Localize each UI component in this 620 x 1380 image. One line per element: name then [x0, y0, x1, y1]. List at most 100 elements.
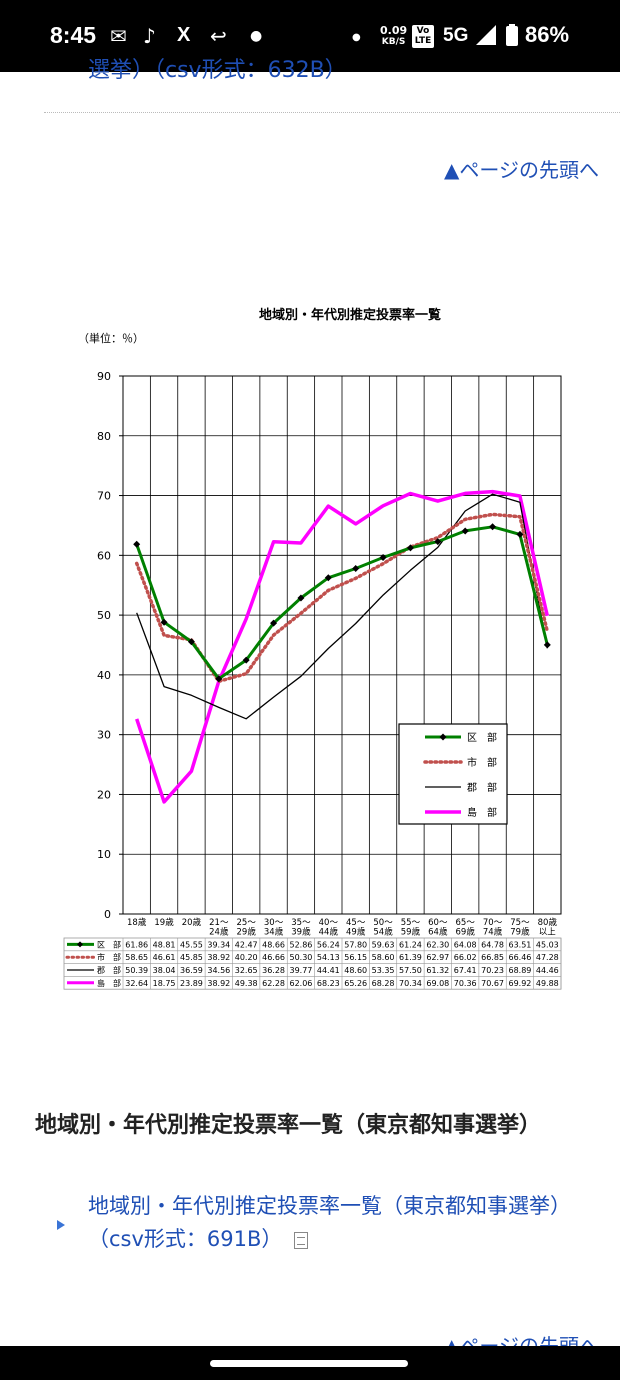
- x-tick-label: 54歳: [373, 927, 393, 938]
- data-table-series-name: 島 部: [97, 978, 121, 988]
- data-table-cell: 50.30: [289, 953, 312, 962]
- data-table-series-name: 郡 部: [97, 965, 121, 975]
- csv-download-link-label: 地域別・年代別推定投票率一覧（東京都知事選挙）（csv形式：691B）: [88, 1194, 571, 1251]
- data-table-cell: 70.36: [454, 979, 477, 988]
- data-table-cell: 44.41: [317, 966, 340, 975]
- battery-icon: [506, 24, 518, 46]
- data-table-cell: 48.60: [344, 966, 367, 975]
- x-tick-label: 24歳: [209, 927, 229, 938]
- divider: [44, 112, 620, 113]
- data-table-cell: 61.32: [426, 966, 449, 975]
- x-tick-label: 21～: [209, 918, 229, 928]
- section-heading: 地域別・年代別推定投票率一覧（東京都知事選挙）: [35, 1113, 542, 1138]
- data-point-marker: [324, 574, 332, 582]
- data-table-cell: 45.55: [180, 940, 203, 949]
- data-table-cell: 63.51: [508, 940, 531, 949]
- data-table-cell: 62.06: [289, 979, 312, 988]
- data-point-marker: [242, 656, 250, 664]
- data-table-cell: 58.60: [372, 953, 395, 962]
- data-table-cell: 58.65: [125, 953, 148, 962]
- x-icon: X: [177, 24, 191, 46]
- x-tick-label: 30～: [264, 918, 284, 928]
- data-table-cell: 39.77: [289, 966, 312, 975]
- data-point-marker: [379, 554, 387, 562]
- data-table-cell: 62.28: [262, 979, 285, 988]
- chart-unit-label: （単位：％）: [78, 332, 144, 345]
- x-tick-label: 45～: [346, 918, 366, 928]
- data-table-cell: 39.34: [207, 940, 230, 949]
- data-table-cell: 70.67: [481, 979, 504, 988]
- data-table-cell: 49.88: [536, 979, 559, 988]
- data-table-cell: 32.65: [235, 966, 258, 975]
- data-rate-icon: 0.09 KB/S: [380, 24, 408, 47]
- data-table-cell: 49.38: [235, 979, 258, 988]
- x-tick-label: 60～: [428, 918, 448, 928]
- data-table-cell: 68.23: [317, 979, 340, 988]
- legend-label: 島 部: [467, 806, 497, 819]
- y-tick-label: 20: [97, 788, 111, 801]
- data-table-cell: 46.66: [262, 953, 285, 962]
- data-table-cell: 36.59: [180, 966, 203, 975]
- data-table-cell: 46.61: [153, 953, 176, 962]
- data-table-cell: 57.50: [399, 966, 422, 975]
- data-point-marker: [133, 540, 141, 548]
- y-tick-label: 60: [97, 549, 111, 562]
- x-tick-label: 44歳: [319, 927, 339, 938]
- data-table-cell: 70.23: [481, 966, 504, 975]
- data-table-cell: 61.86: [125, 940, 148, 949]
- data-point-marker: [270, 619, 278, 627]
- data-table-cell: 69.08: [426, 979, 449, 988]
- legend-marker: [439, 733, 447, 741]
- data-table-cell: 48.66: [262, 940, 285, 949]
- legend-box: [398, 723, 508, 825]
- data-point-marker: [187, 638, 195, 646]
- data-point-marker: [543, 641, 551, 649]
- data-table-cell: 61.39: [399, 953, 422, 962]
- data-table-cell: 68.28: [372, 979, 395, 988]
- data-table-cell: 66.46: [508, 953, 531, 962]
- page-top-link[interactable]: ▲ページの先頭へ: [444, 158, 599, 182]
- data-table-cell: 45.85: [180, 953, 203, 962]
- gmail-icon: ✉: [110, 24, 127, 48]
- data-table-cell: 47.28: [536, 953, 559, 962]
- data-point-marker: [516, 530, 524, 538]
- y-tick-label: 70: [97, 490, 111, 503]
- data-table-cell: 56.24: [317, 940, 340, 949]
- data-table-cell: 36.28: [262, 966, 285, 975]
- x-tick-label: 80歳: [538, 917, 558, 928]
- x-tick-label: 35～: [291, 918, 311, 928]
- legend-label: 区 部: [467, 731, 497, 744]
- data-table-cell: 23.89: [180, 979, 203, 988]
- data-table-cell: 59.63: [372, 940, 395, 949]
- home-gesture-handle[interactable]: [210, 1360, 408, 1367]
- data-table-cell: 64.08: [454, 940, 477, 949]
- data-table-cell: 44.46: [536, 966, 559, 975]
- x-tick-label: 74歳: [483, 927, 503, 938]
- battery-percentage: 86%: [525, 22, 570, 47]
- y-tick-label: 50: [97, 609, 111, 622]
- x-tick-label: 69歳: [456, 927, 476, 938]
- series-line: [136, 493, 548, 720]
- x-tick-label: 50～: [373, 918, 393, 928]
- x-tick-label: 79歳: [510, 927, 530, 938]
- x-tick-label: 55～: [401, 918, 421, 928]
- data-table-cell: 34.56: [207, 966, 230, 975]
- data-table-cell: 61.24: [399, 940, 422, 949]
- csv-download-link[interactable]: 地域別・年代別推定投票率一覧（東京都知事選挙）（csv形式：691B）: [88, 1190, 598, 1256]
- previous-csv-link[interactable]: 選挙）（csv形式：632B）: [88, 52, 347, 84]
- data-point-marker: [215, 675, 223, 683]
- series-line: [135, 489, 550, 804]
- data-table-series-marker: [77, 941, 83, 948]
- x-tick-label: 59歳: [401, 927, 421, 938]
- data-table-cell: 62.30: [426, 940, 449, 949]
- volte-icon: Vo LTE: [412, 25, 434, 48]
- data-point-marker: [406, 544, 414, 552]
- data-table-series-name: 区 部: [97, 939, 121, 949]
- data-table-cell: 52.86: [289, 940, 312, 949]
- data-point-marker: [489, 523, 497, 531]
- reply-icon: ↩: [210, 24, 227, 48]
- x-tick-label: 18歳: [127, 917, 147, 928]
- series-line: [135, 525, 549, 681]
- data-table-cell: 48.81: [153, 940, 176, 949]
